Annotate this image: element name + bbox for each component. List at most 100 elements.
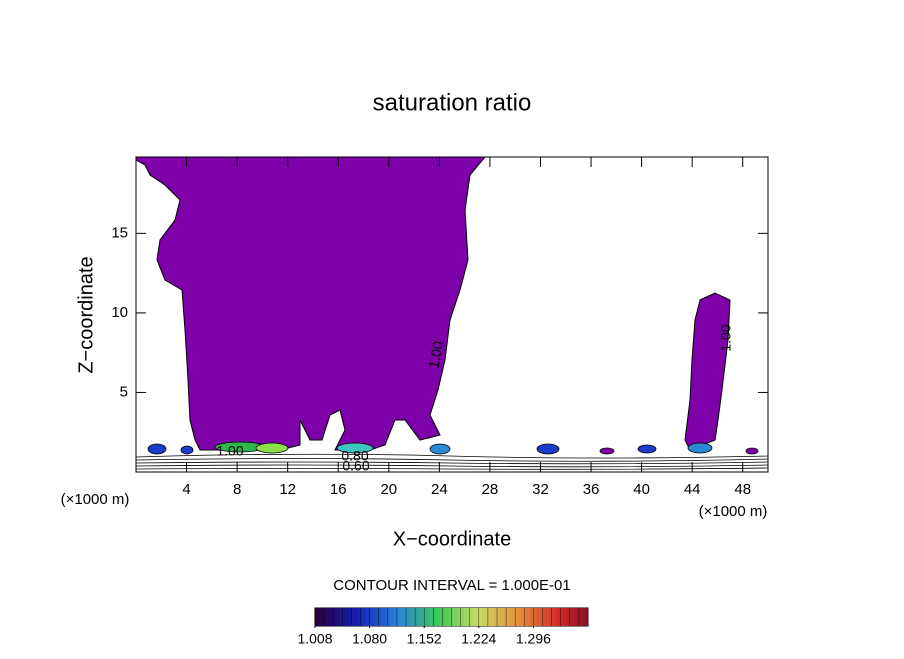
cell [336, 442, 374, 454]
colorbar-swatch [454, 608, 458, 626]
colorbar-swatch [433, 608, 437, 626]
cell [745, 447, 759, 455]
colorbar-swatch [506, 608, 510, 626]
colorbar-swatch [521, 608, 525, 626]
colorbar-tick-label: 1.080 [352, 631, 387, 647]
colorbar-swatch [563, 608, 568, 626]
contour-label: 1.00 [216, 443, 243, 459]
contour-interval: CONTOUR INTERVAL = 1.000E-01 [333, 577, 570, 594]
colorbar-swatch [348, 608, 352, 626]
colorbar-swatch [475, 608, 480, 626]
cell [180, 445, 194, 455]
colorbar-swatch [390, 608, 395, 626]
colorbar-swatch [357, 608, 361, 626]
x-tick-label: 12 [279, 481, 296, 498]
cell [599, 447, 615, 455]
colorbar-swatch [396, 608, 401, 626]
colorbar-swatch [439, 608, 443, 626]
colorbar-swatch [536, 608, 540, 626]
contour-label: 0.60 [342, 458, 369, 474]
colorbar-swatch [584, 608, 589, 626]
colorbar-swatch [539, 608, 543, 626]
colorbar-swatch [457, 608, 461, 626]
colorbar-swatch [542, 608, 546, 626]
colorbar-swatch [354, 608, 358, 626]
colorbar-swatch [481, 608, 486, 626]
y-tick-label: 15 [111, 224, 128, 241]
colorbar-swatch [345, 608, 349, 626]
colorbar-swatch [469, 608, 474, 626]
colorbar-swatch [424, 608, 428, 626]
colorbar-swatch [448, 608, 452, 626]
colorbar-swatch [515, 608, 519, 626]
colorbar-swatch [509, 608, 513, 626]
colorbar-swatch [530, 608, 534, 626]
colorbar-swatch [351, 608, 355, 626]
contour-label: 1.00 [718, 324, 734, 351]
colorbar-swatch [387, 608, 392, 626]
colorbar-swatch [472, 608, 477, 626]
colorbar-swatch [500, 608, 504, 626]
y-tick-label: 5 [120, 383, 128, 400]
colorbar-swatch [557, 608, 561, 626]
x-tick-label: 44 [684, 481, 701, 498]
colorbar-swatch [463, 608, 467, 626]
colorbar-swatch [503, 608, 507, 626]
colorbar-swatch [527, 608, 531, 626]
colorbar-swatch [569, 608, 574, 626]
colorbar-swatch [442, 608, 446, 626]
colorbar-swatch [381, 608, 386, 626]
colorbar-swatch [490, 608, 495, 626]
colorbar-swatch [366, 608, 370, 626]
colorbar-swatch [436, 608, 440, 626]
x-axis-title: X−coordinate [393, 528, 511, 550]
y-tick-label: 10 [111, 304, 128, 321]
contour-label: 1.00 [425, 340, 446, 370]
colorbar-swatch [327, 608, 331, 626]
cell [687, 442, 713, 454]
x-tick-label: 20 [380, 481, 397, 498]
colorbar-swatch [360, 608, 364, 626]
x-tick-label: 16 [330, 481, 347, 498]
colorbar-swatch [418, 608, 422, 626]
colorbar-swatch [484, 608, 489, 626]
saturated-region [135, 156, 487, 451]
x-unit-left: (×1000 m) [61, 491, 130, 508]
colorbar-swatch [375, 608, 379, 626]
colorbar-swatch [478, 608, 483, 626]
x-tick-label: 48 [734, 481, 751, 498]
cell [147, 443, 167, 455]
colorbar-swatch [487, 608, 492, 626]
colorbar-swatch [533, 608, 537, 626]
x-tick-label: 4 [182, 481, 190, 498]
colorbar-swatch [409, 608, 413, 626]
contour-label: 0.80 [341, 448, 368, 464]
colorbar-swatch [427, 608, 431, 626]
colorbar-swatch [369, 608, 373, 626]
colorbar-swatch [421, 608, 425, 626]
colorbar-swatch [581, 608, 586, 626]
colorbar-swatch [415, 608, 419, 626]
colorbar-swatch [554, 608, 558, 626]
colorbar-swatch [412, 608, 416, 626]
colorbar-swatch [406, 608, 410, 626]
y-axis-title: Z−coordinate [75, 256, 97, 373]
colorbar-swatch [575, 608, 580, 626]
colorbar-swatch [342, 608, 346, 626]
colorbar-swatch [560, 608, 565, 626]
colorbar-swatch [548, 608, 552, 626]
x-tick-label: 24 [431, 481, 448, 498]
plot-fill [135, 156, 769, 470]
x-tick-label: 32 [532, 481, 549, 498]
x-tick-label: 36 [583, 481, 600, 498]
cell [637, 444, 657, 454]
colorbar-swatch [318, 608, 322, 626]
saturated-region [684, 292, 731, 451]
cell [536, 443, 560, 455]
colorbar-swatch [330, 608, 334, 626]
colorbar-swatch [451, 608, 455, 626]
colorbar-tick-label: 1.224 [461, 631, 496, 647]
colorbar-swatch [551, 608, 555, 626]
contour-lines [135, 453, 769, 470]
